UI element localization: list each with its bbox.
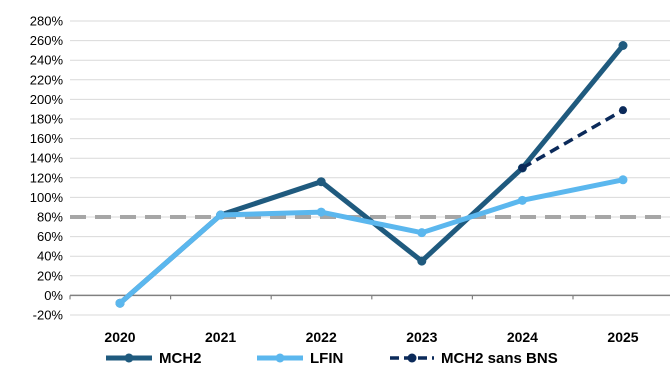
data-point	[216, 210, 226, 220]
x-tick-label: 2021	[205, 329, 236, 345]
y-tick-label: 100%	[30, 190, 64, 205]
x-tick-label: 2025	[607, 329, 638, 345]
y-tick-label: 260%	[30, 33, 64, 48]
series-line-1	[118, 43, 625, 306]
data-point	[618, 175, 628, 185]
y-tick-label: 180%	[30, 112, 64, 127]
legend-label: MCH2	[159, 350, 202, 367]
legend-marker	[275, 353, 285, 363]
y-tick-label: 40%	[37, 249, 63, 264]
y-tick-label: 160%	[30, 131, 64, 146]
y-tick-label: 120%	[30, 170, 64, 185]
legend-label: LFIN	[310, 350, 343, 367]
data-point	[618, 41, 628, 50]
legend: MCH2 LFIN MCH2 sans BNS	[106, 350, 558, 367]
x-tick-label: 2020	[104, 329, 135, 345]
data-point	[517, 195, 527, 205]
y-tick-label: 20%	[37, 268, 63, 283]
series-line-3	[521, 108, 624, 170]
data-point	[619, 106, 627, 115]
series-group	[115, 41, 628, 308]
data-point	[316, 177, 326, 187]
tick-labels: 280% 260% 240% 220% 200% 180% 160% 140% 120% 100%…	[30, 14, 639, 346]
legend-marker	[124, 353, 134, 363]
x-tick-label: 2022	[306, 329, 337, 345]
y-tick-label: 220%	[30, 72, 64, 87]
y-tick-label: 0%	[44, 288, 63, 303]
x-tick-label: 2024	[507, 329, 538, 345]
legend-marker	[407, 353, 417, 363]
data-point	[417, 228, 427, 238]
data-point	[417, 256, 427, 266]
x-tick-label: 2023	[406, 329, 437, 345]
series-line-2	[118, 177, 624, 306]
y-tick-label: 280%	[30, 14, 64, 29]
data-point	[115, 298, 125, 308]
y-tick-label: 200%	[30, 92, 64, 107]
legend-label: MCH2 sans BNS	[441, 350, 558, 367]
y-tick-label: -20%	[33, 308, 64, 323]
y-tick-label: 80%	[37, 210, 63, 225]
y-tick-label: 60%	[37, 229, 63, 244]
y-tick-label: 240%	[30, 53, 64, 68]
axes	[69, 294, 670, 300]
y-tick-label: 140%	[30, 151, 64, 166]
data-point	[518, 164, 527, 172]
data-point	[316, 207, 326, 217]
